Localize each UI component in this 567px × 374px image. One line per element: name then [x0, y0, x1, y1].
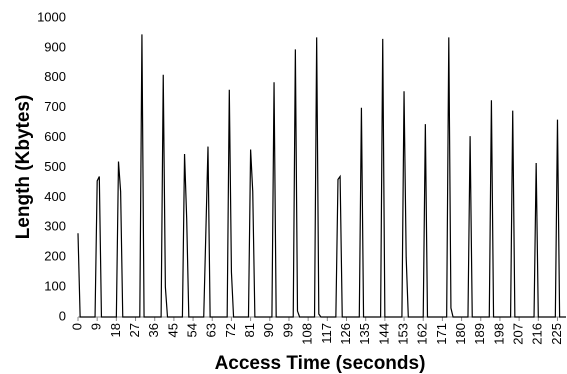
- x-tick-label: 108: [300, 323, 315, 345]
- y-tick-label: 300: [44, 219, 66, 234]
- x-tick-label: 90: [261, 323, 276, 337]
- x-tick-label: 171: [434, 323, 449, 345]
- y-axis-title: Length (Kbytes): [13, 95, 34, 240]
- x-tick-label: 99: [280, 323, 295, 337]
- x-tick-label: 0: [69, 323, 84, 330]
- x-tick-label: 63: [204, 323, 219, 337]
- y-tick-label: 1000: [37, 9, 66, 24]
- y-tick-label: 700: [44, 99, 66, 114]
- x-tick-label: 162: [415, 323, 430, 345]
- x-tick-label: 117: [319, 323, 334, 344]
- x-tick-label: 9: [89, 323, 104, 330]
- x-tick-label: 180: [453, 323, 468, 345]
- x-tick-label: 27: [127, 323, 142, 337]
- y-tick-label: 800: [44, 69, 66, 84]
- y-tick-label: 400: [44, 189, 66, 204]
- x-tick-label: 81: [242, 323, 257, 337]
- x-tick-label: 153: [395, 323, 410, 345]
- x-tick-label: 144: [376, 323, 391, 345]
- x-tick-label: 198: [491, 323, 506, 345]
- y-tick-label: 100: [44, 279, 66, 294]
- x-tick-label: 18: [108, 323, 123, 337]
- x-tick-label: 72: [223, 323, 238, 337]
- x-tick-label: 216: [530, 323, 545, 345]
- y-tick-label: 200: [44, 249, 66, 264]
- x-tick-label: 225: [549, 323, 564, 345]
- y-tick-label: 900: [44, 39, 66, 54]
- y-tick-label: 600: [44, 129, 66, 144]
- y-tick-label: 0: [59, 308, 66, 323]
- x-tick-label: 207: [511, 323, 526, 345]
- data-line: [77, 34, 566, 318]
- x-tick-label: 135: [357, 323, 372, 345]
- x-axis-title: Access Time (seconds): [215, 353, 426, 374]
- y-tick-label: 500: [44, 159, 66, 174]
- x-tick-label: 126: [338, 323, 353, 345]
- x-tick-label: 189: [472, 323, 487, 345]
- x-tick-label: 45: [165, 323, 180, 337]
- x-tick-label: 54: [185, 323, 200, 337]
- x-tick-label: 36: [146, 323, 161, 337]
